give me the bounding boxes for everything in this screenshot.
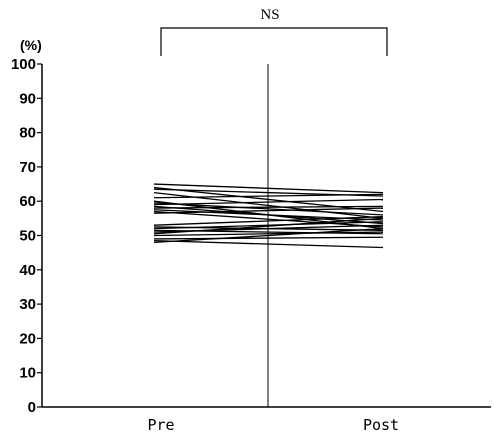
y-axis-unit-label: (%) (20, 37, 42, 53)
series-line-19 (153, 217, 384, 235)
series-line-13 (153, 207, 384, 214)
series-line-14 (153, 215, 384, 226)
y-tick-label: 10 (19, 365, 36, 382)
significance-bracket (160, 27, 388, 56)
series-lines (153, 183, 384, 249)
y-tick-label: 0 (28, 399, 36, 416)
series-line-2 (153, 186, 384, 213)
series-line-7 (153, 202, 384, 216)
significance-label: NS (260, 7, 279, 23)
significance-bracket-path (160, 27, 388, 56)
y-tick-label: 20 (19, 330, 36, 347)
y-tick-label: 30 (19, 296, 36, 313)
y-tick-label: 60 (19, 193, 36, 210)
y-tick-label: 70 (19, 159, 36, 176)
series-line-22 (153, 240, 384, 249)
y-tick-label: 80 (19, 125, 36, 142)
category-label-post: Post (363, 416, 399, 434)
series-line-21 (153, 236, 384, 240)
y-tick-label: 90 (19, 90, 36, 107)
category-label-pre: Pre (147, 416, 174, 434)
y-tick-label: 50 (19, 228, 36, 245)
y-tick-label: 100 (11, 56, 36, 73)
series-line-1 (153, 183, 384, 194)
series-line-12 (153, 210, 384, 228)
series-line-5 (153, 193, 384, 199)
series-line-23 (153, 227, 384, 244)
series-line-16 (153, 221, 384, 230)
series-line-20 (153, 231, 384, 237)
y-tick-label: 40 (19, 262, 36, 279)
series-line-8 (153, 198, 384, 206)
y-tick-labels: 0 10 20 30 40 50 60 70 80 90 100 (11, 56, 36, 416)
series-line-10 (153, 205, 384, 209)
